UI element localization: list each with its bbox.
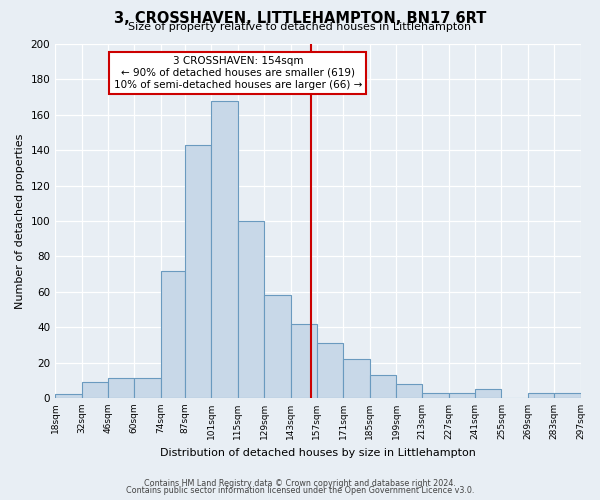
Bar bbox=[82, 382, 108, 398]
Bar bbox=[528, 392, 554, 398]
Bar bbox=[185, 145, 211, 398]
Bar bbox=[264, 296, 290, 398]
Text: 3 CROSSHAVEN: 154sqm
← 90% of detached houses are smaller (619)
10% of semi-deta: 3 CROSSHAVEN: 154sqm ← 90% of detached h… bbox=[113, 56, 362, 90]
Bar bbox=[396, 384, 422, 398]
X-axis label: Distribution of detached houses by size in Littlehampton: Distribution of detached houses by size … bbox=[160, 448, 476, 458]
Text: 3, CROSSHAVEN, LITTLEHAMPTON, BN17 6RT: 3, CROSSHAVEN, LITTLEHAMPTON, BN17 6RT bbox=[114, 11, 486, 26]
Bar bbox=[317, 343, 343, 398]
Bar bbox=[238, 221, 264, 398]
Bar bbox=[55, 394, 82, 398]
Bar bbox=[554, 392, 581, 398]
Bar bbox=[343, 359, 370, 398]
Bar bbox=[449, 392, 475, 398]
Text: Size of property relative to detached houses in Littlehampton: Size of property relative to detached ho… bbox=[128, 22, 472, 32]
Y-axis label: Number of detached properties: Number of detached properties bbox=[15, 134, 25, 308]
Bar bbox=[211, 100, 238, 398]
Bar bbox=[475, 389, 502, 398]
Bar bbox=[134, 378, 161, 398]
Bar bbox=[108, 378, 134, 398]
Text: Contains HM Land Registry data © Crown copyright and database right 2024.: Contains HM Land Registry data © Crown c… bbox=[144, 478, 456, 488]
Bar bbox=[161, 270, 185, 398]
Bar bbox=[422, 392, 449, 398]
Bar bbox=[370, 375, 396, 398]
Text: Contains public sector information licensed under the Open Government Licence v3: Contains public sector information licen… bbox=[126, 486, 474, 495]
Bar bbox=[290, 324, 317, 398]
